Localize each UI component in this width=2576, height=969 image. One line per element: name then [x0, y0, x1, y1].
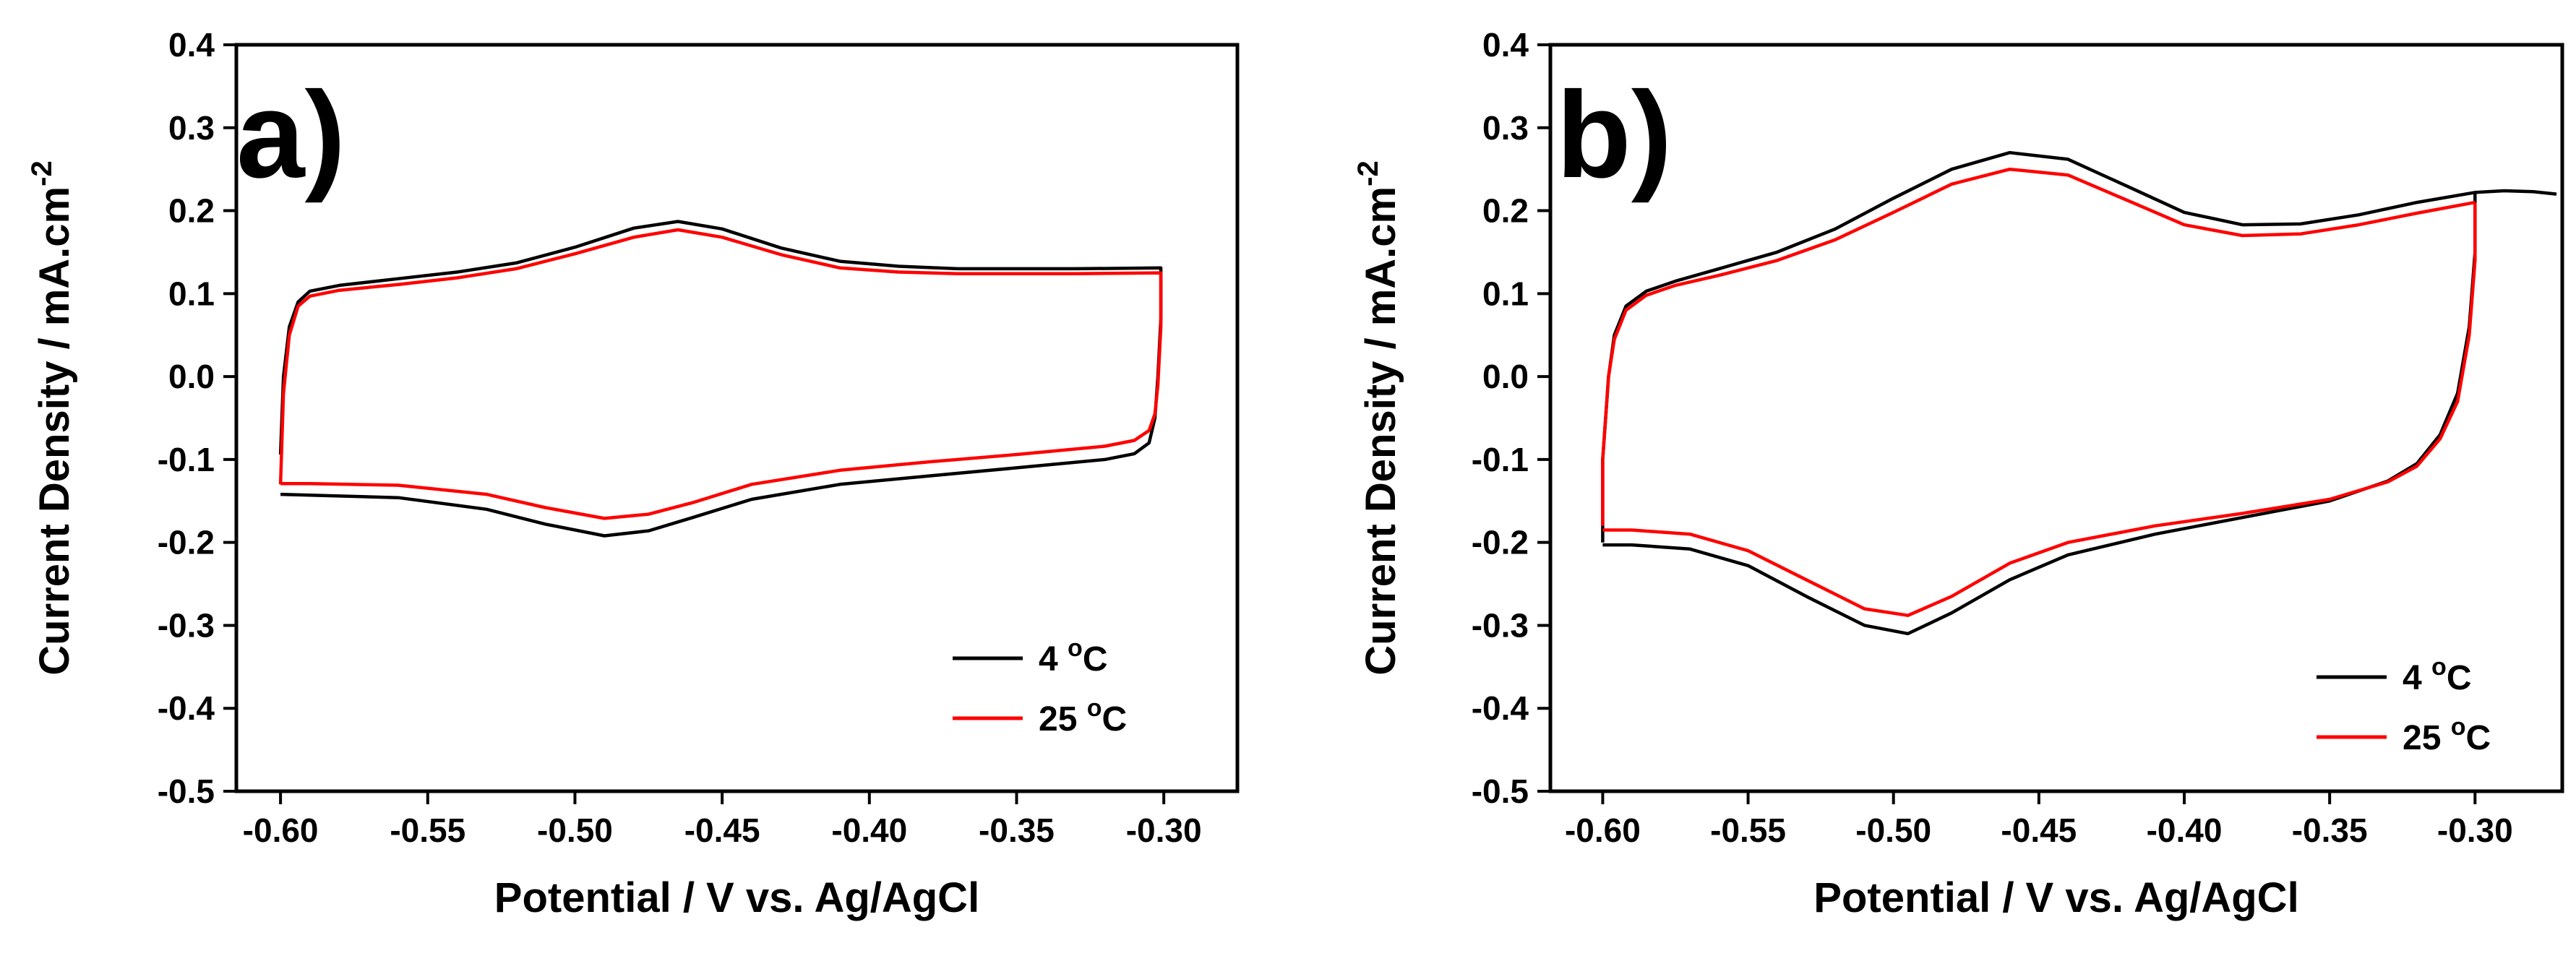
chart-a-y-tick-label: -0.1 [158, 441, 215, 478]
chart-panel-a: -0.60 -0.55 -0.50 -0.45 -0.40 -0.35 -0.30 0.4 0.… [26, 26, 1240, 921]
chart-b-series-line-25-c [1601, 167, 2476, 526]
chart-a-x-tick-label: -0.30 [1126, 811, 1202, 849]
chart-a-plot-frame [234, 43, 1240, 793]
chart-a-y-axis-title: Current Density / mA.cm-2 [26, 160, 78, 675]
chart-b-legend-label: 4 oC [2403, 653, 2471, 697]
chart-a-y-tick-label: -0.5 [158, 772, 215, 810]
chart-a-x-tick-label: -0.55 [390, 811, 465, 849]
chart-b-y-tick-label: 0.0 [1482, 358, 1529, 395]
chart-a-legend-label: 25 oC [1039, 694, 1127, 738]
chart-b-y-tick-label: -0.3 [1472, 606, 1529, 644]
chart-b-x-tick-label: -0.30 [2437, 811, 2513, 849]
chart-b-x-tick-label: -0.45 [2001, 811, 2077, 849]
chart-a-y-axis-title-main: Current Density / mA.cm [31, 186, 78, 676]
chart-panel-b: -0.60 -0.55 -0.50 -0.45 -0.40 -0.35 -0.30 0.4 0.… [1352, 26, 2564, 921]
chart-b-y-tick-label: 0.4 [1482, 26, 1529, 64]
chart-b-plot-area [1601, 150, 2557, 636]
chart-a-panel-label: a) [236, 66, 345, 204]
chart-a-y-tick-label: 0.2 [168, 192, 215, 230]
chart-b-y-tick-label: -0.5 [1472, 772, 1529, 810]
chart-b-x-tick-label: -0.55 [1710, 811, 1786, 849]
chart-a-y-tick-label: 0.1 [168, 275, 215, 312]
chart-b-y-tick-label: 0.2 [1482, 192, 1529, 230]
chart-a-y-tick-label: -0.4 [158, 689, 215, 727]
chart-b-y-tick-label: -0.4 [1472, 689, 1529, 727]
chart-b-legend-label: 25 oC [2403, 713, 2491, 757]
chart-b-series-line-4-c-cathodic [1602, 192, 2477, 636]
chart-a-legend: 4 oC 25 oC [953, 634, 1127, 738]
chart-b-series-line-4-c [1601, 150, 2557, 543]
chart-a-y-tick-label: -0.3 [158, 606, 215, 644]
chart-b-y-tick-label: -0.1 [1472, 441, 1529, 478]
chart-a-x-tick-label: -0.60 [243, 811, 319, 849]
chart-a-x-axis-title: Potential / V vs. Ag/AgCl [494, 874, 979, 921]
chart-b-y-tick-label: -0.2 [1472, 524, 1529, 561]
chart-b-x-tick-label: -0.35 [2292, 811, 2368, 849]
chart-a-y-tick-label: 0.0 [168, 358, 215, 395]
chart-a-x-tick-label: -0.35 [979, 811, 1055, 849]
chart-b-y-axis-title-main: Current Density / mA.cm [1357, 186, 1404, 676]
chart-a-x-tick-label: -0.45 [684, 811, 760, 849]
chart-b-y-tick-label: 0.1 [1482, 275, 1529, 312]
chart-b-y-axis-title: Current Density / mA.cm-2 [1352, 160, 1404, 675]
chart-a-plot-area [278, 220, 1163, 538]
chart-b-y-axis-title-superscript: -2 [1352, 160, 1384, 186]
chart-a-legend-label: 4 oC [1039, 634, 1107, 679]
chart-b-series-line-25-c-cathodic [1602, 202, 2477, 617]
chart-a-y-tick-label: 0.3 [168, 109, 215, 147]
chart-a-x-tick-label: -0.50 [537, 811, 613, 849]
chart-a-y-tick-label: -0.2 [158, 524, 215, 561]
chart-b-plot-frame [1548, 43, 2564, 793]
chart-b-x-tick-label: -0.50 [1855, 811, 1931, 849]
chart-b-y-tick-label: 0.3 [1482, 109, 1529, 147]
chart-b-panel-label: b) [1556, 66, 1672, 204]
chart-a-y-tick-label: 0.4 [168, 26, 215, 64]
chart-b-x-tick-label: -0.40 [2147, 811, 2223, 849]
chart-b-legend: 4 oC 25 oC [2317, 653, 2491, 757]
chart-a-series-line-25-c [278, 228, 1163, 520]
chart-a-series-line-4-c [278, 220, 1163, 538]
chart-a-x-tick-label: -0.40 [831, 811, 907, 849]
chart-b-x-axis-title: Potential / V vs. Ag/AgCl [1813, 874, 2298, 921]
chart-a-y-axis-title-superscript: -2 [26, 160, 58, 186]
chart-b-x-tick-label: -0.60 [1565, 811, 1641, 849]
